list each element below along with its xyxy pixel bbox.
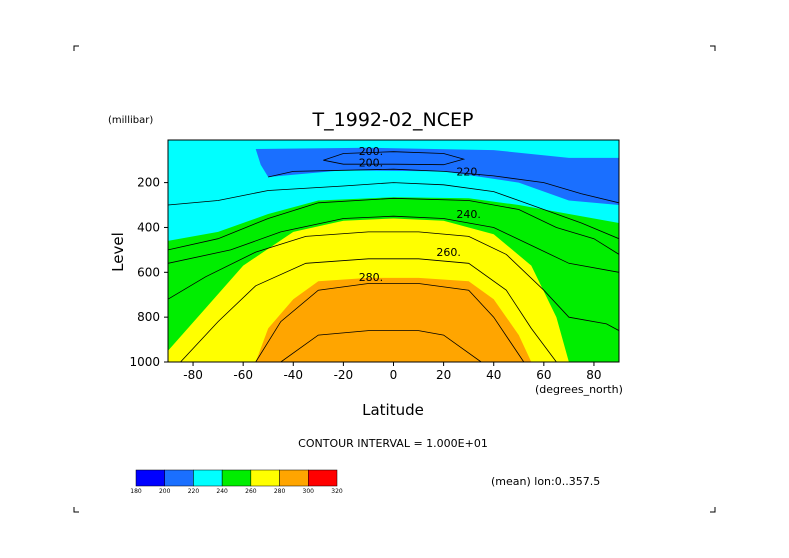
contour-lines [168, 151, 619, 362]
contour-labels: 200.200. 220. 240. 260. 280. [359, 145, 481, 284]
x-axis: -80 -60 -40 -20 0 20 40 60 80 [183, 362, 602, 382]
contour-200 [268, 168, 619, 204]
contour-value-label: 240. [456, 208, 481, 221]
zone-zone-200 [255, 147, 619, 205]
colorbar-swatch [164, 469, 194, 487]
colorbar-swatch [279, 469, 309, 487]
colorbar-label: 200 [159, 488, 171, 495]
crop-mark-bottom-left [73, 507, 79, 513]
x-tick-label: -60 [233, 368, 253, 382]
x-tick-label: -40 [283, 368, 303, 382]
contour-260 [168, 231, 619, 331]
x-tick-label: 80 [586, 368, 601, 382]
contour-value-label: 200. [359, 145, 384, 158]
crop-mark-bottom-right [710, 507, 716, 513]
y-tick-label: 400 [137, 220, 160, 234]
filled-zones [168, 147, 619, 362]
contour-270 [180, 258, 557, 362]
colorbar-label: 320 [331, 488, 343, 495]
y-tick-label: 1000 [129, 355, 160, 369]
crop-marks [73, 45, 716, 513]
colorbar: 180 200 220 240 260 280 300 320 [130, 469, 343, 495]
colorbar-swatch [193, 469, 223, 487]
contour-value-label: 200. [359, 156, 384, 169]
y-tick-label: 600 [137, 265, 160, 279]
x-tick-label: -80 [183, 368, 203, 382]
x-tick-label: 40 [486, 368, 501, 382]
chart-title: T_1992-02_NCEP [312, 109, 474, 131]
colorbar-label: 220 [188, 488, 200, 495]
colorbar-label: 180 [130, 488, 142, 495]
colorbar-label: 280 [274, 488, 286, 495]
contour-220 [168, 182, 619, 240]
y-axis-label: Level [109, 232, 127, 272]
y-tick-label: 800 [137, 310, 160, 324]
zone-zone-280 [255, 277, 532, 362]
contour-value-label: 280. [359, 271, 384, 284]
colorbar-swatch [250, 469, 280, 487]
contour-190 [323, 151, 466, 166]
x-tick-label: 0 [390, 368, 398, 382]
contour-value-label: 220. [456, 165, 481, 178]
mean-note: (mean) lon:0..357.5 [491, 475, 600, 488]
y-tick-label: 200 [137, 176, 160, 190]
x-axis-label: Latitude [362, 401, 424, 419]
x-tick-label: 20 [436, 368, 451, 382]
crop-mark-top-left [73, 45, 79, 51]
colorbar-swatch [221, 469, 252, 487]
contour-290 [280, 330, 482, 362]
colorbar-label: 300 [303, 488, 315, 495]
crop-mark-top-right [710, 45, 716, 51]
contour-240 [168, 197, 619, 255]
colorbar-swatch [308, 469, 338, 487]
colorbar-label: 260 [245, 488, 257, 495]
contour-280 [255, 283, 525, 362]
contour-interval: CONTOUR INTERVAL = 1.000E+01 [298, 437, 488, 450]
y-axis: 200 400 600 800 1000 [129, 176, 168, 369]
x-tick-label: -20 [334, 368, 354, 382]
x-units: (degrees_north) [535, 383, 623, 396]
x-tick-label: 60 [536, 368, 551, 382]
colorbar-label: 240 [216, 488, 228, 495]
contour-value-label: 260. [436, 246, 461, 259]
colorbar-swatch [135, 469, 165, 487]
y-units: (millibar) [108, 115, 153, 126]
contour-250 [168, 215, 619, 273]
